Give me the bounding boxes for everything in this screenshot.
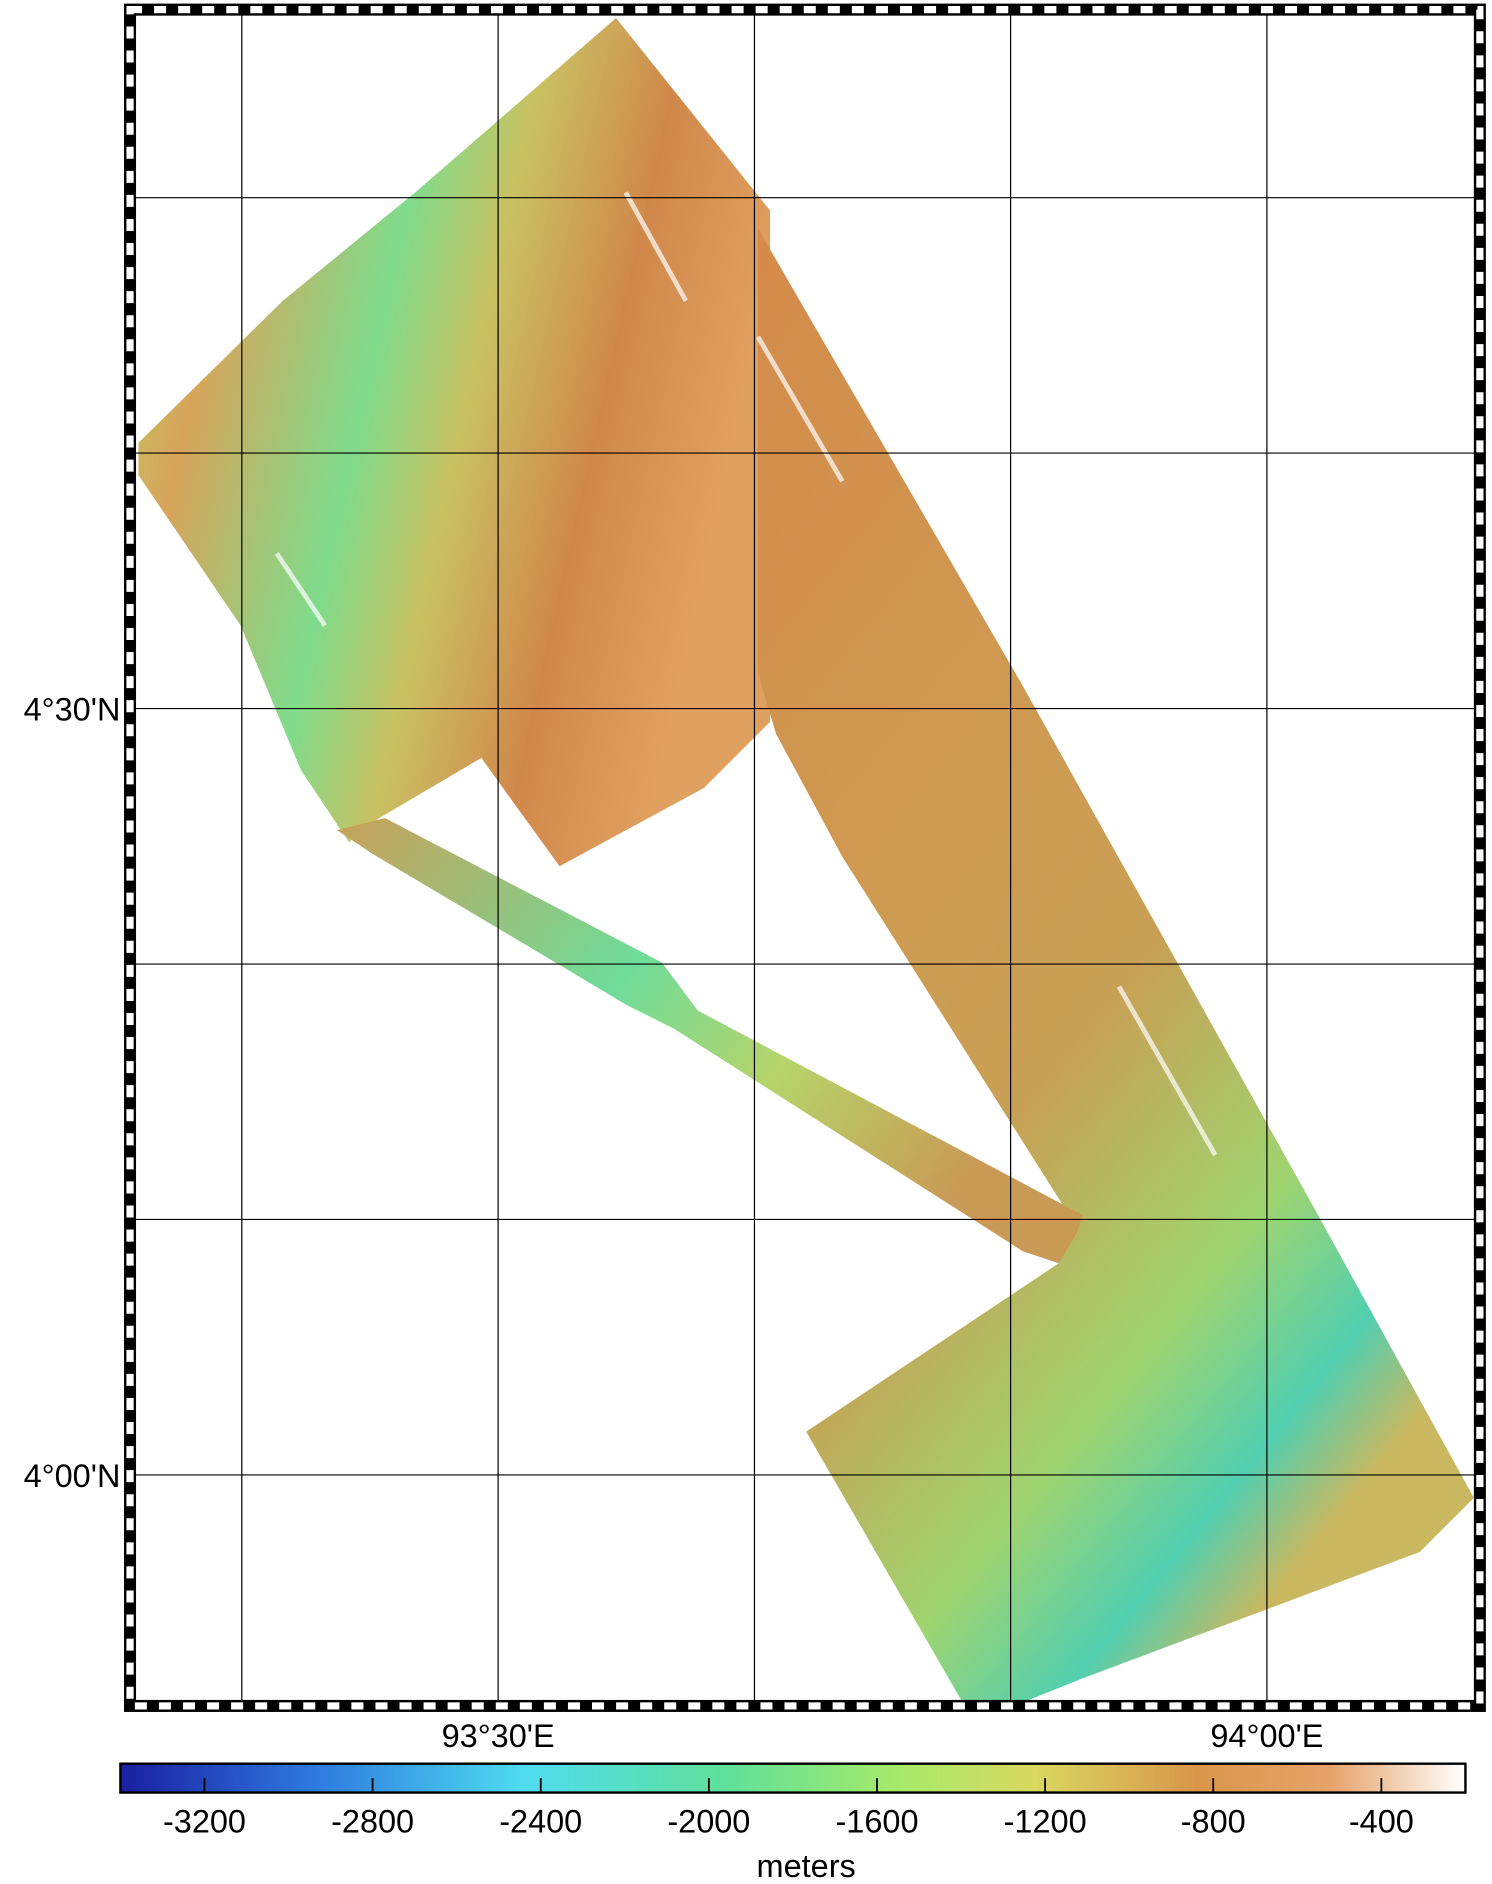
colorbar-tick-label: -2400 <box>499 1803 582 1839</box>
survey-north-block <box>138 18 770 866</box>
colorbar-label: meters <box>757 1848 856 1884</box>
page: {"map":{"xlim":[93.2606,94.1385],"ylim":… <box>0 0 1492 1884</box>
colorbar-tick-label: -2800 <box>331 1803 414 1839</box>
colorbar-tick-label: -3200 <box>163 1803 246 1839</box>
colorbar-tick-label: -2000 <box>667 1803 750 1839</box>
figure: meters 93°30'E 94°00'E 4°30'N 4°00'N -3200 -2… <box>0 0 1492 1884</box>
colorbar-tick-label: -1200 <box>1004 1803 1087 1839</box>
lat-label: 4°30'N <box>24 692 121 728</box>
colorbar-tick-label: -1600 <box>835 1803 918 1839</box>
lon-label: 94°00'E <box>1210 1718 1323 1754</box>
colorbar-tick-label: -800 <box>1181 1803 1246 1839</box>
colorbar-tick-label: -400 <box>1349 1803 1414 1839</box>
lat-label: 4°00'N <box>24 1458 121 1494</box>
survey-se-swath <box>758 229 1474 1703</box>
bathymetry <box>138 18 1473 1702</box>
lon-label: 93°30'E <box>442 1718 555 1754</box>
colorbar <box>120 1764 1465 1793</box>
